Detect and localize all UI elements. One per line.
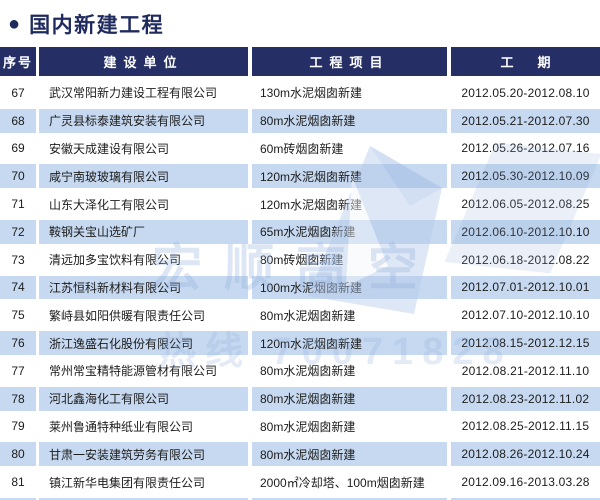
project-cell: 60m砖烟囱新建 [260, 141, 344, 156]
period-cell: 2012.08.21-2012.11.10 [461, 363, 590, 378]
row-number-cell: 74 [0, 273, 36, 302]
row-number-cell: 68 [0, 106, 36, 135]
project-cell: 80m水泥烟囱新建 [260, 364, 356, 379]
company-cell: 鞍钢关宝山选矿厂 [39, 217, 248, 246]
table-row: 73 清远加多宝饮料有限公司 80m砖烟囱新建 2012.06.18-2012.08.… [0, 246, 600, 274]
company-cell: 武汉常阳新力建设工程有限公司 [49, 86, 218, 101]
company-cell: 常州常宝精特能源管材有限公司 [49, 364, 218, 379]
table-row: 81 镇江新华电集团有限责任公司 2000㎡冷却塔、100m烟囱新建 2012.09.… [0, 468, 600, 496]
table-row: 78 河北鑫海化工有限公司 80m水泥烟囱新建 2012.08.23-2012.11.… [0, 384, 600, 413]
project-cell: 80m水泥烟囱新建 [252, 384, 447, 413]
section-title-row: ● 国内新建工程 [0, 0, 600, 46]
project-cell: 120m水泥烟囱新建 [260, 197, 363, 212]
company-cell: 甘肃一安装建筑劳务有限公司 [39, 440, 248, 469]
row-number-cell: 69 [11, 141, 25, 156]
table-row: 75 繁峙县如阳供暖有限责任公司 80m水泥烟囱新建 2012.07.10-2012.… [0, 301, 600, 329]
next-row-partial [0, 495, 600, 500]
company-cell: 清远加多宝饮料有限公司 [49, 253, 182, 268]
project-cell: 100m水泥烟囱新建 [252, 273, 447, 302]
period-cell: 2012.07.10-2012.10.10 [461, 308, 590, 323]
project-cell: 130m水泥烟囱新建 [260, 86, 363, 101]
table-row: 79 莱州鲁通特种纸业有限公司 80m水泥烟囱新建 2012.08.25-2012.1… [0, 413, 600, 441]
period-cell: 2012.06.10-2012.10.10 [451, 217, 600, 246]
table-row: 77 常州常宝精特能源管材有限公司 80m水泥烟囱新建 2012.08.21-2012… [0, 357, 600, 385]
row-number-cell: 71 [11, 197, 25, 212]
company-cell: 繁峙县如阳供暖有限责任公司 [49, 308, 206, 323]
table-row: 70 咸宁南玻玻璃有限公司 120m水泥烟囱新建 2012.05.30-2012.10… [0, 162, 600, 191]
period-cell: 2012.08.15-2012.12.15 [451, 329, 600, 357]
table-row: 80 甘肃一安装建筑劳务有限公司 80m水泥烟囱新建 2012.08.26-2012.… [0, 440, 600, 469]
column-header-project: 工程项目 [252, 47, 447, 76]
table-row: 76 浙江逸盛石化股份有限公司 120m水泥烟囱新建 2012.08.15-2012.… [0, 329, 600, 357]
company-cell: 江苏恒科新材料有限公司 [39, 273, 248, 302]
period-cell: 2012.05.26-2012.07.16 [461, 141, 590, 156]
company-cell: 咸宁南玻玻璃有限公司 [39, 162, 248, 191]
row-number-cell: 76 [0, 329, 36, 357]
project-cell: 80m水泥烟囱新建 [252, 440, 447, 469]
period-cell: 2012.09.16-2013.03.28 [461, 475, 590, 490]
bullet-icon: ● [8, 13, 21, 35]
company-cell: 镇江新华电集团有限责任公司 [49, 475, 206, 490]
table-row: 74 江苏恒科新材料有限公司 100m水泥烟囱新建 2012.07.01-2012.1… [0, 273, 600, 302]
period-cell: 2012.07.01-2012.10.01 [451, 273, 600, 302]
project-cell: 80m水泥烟囱新建 [252, 106, 447, 135]
company-cell: 河北鑫海化工有限公司 [39, 384, 248, 413]
table-row: 67 武汉常阳新力建设工程有限公司 130m水泥烟囱新建 2012.05.20-201… [0, 79, 600, 107]
row-number-cell: 81 [11, 475, 25, 490]
project-cell: 80m水泥烟囱新建 [260, 419, 356, 434]
row-number-cell: 75 [11, 308, 25, 323]
period-cell: 2012.06.05-2012.08.25 [461, 197, 590, 212]
row-number-cell: 67 [11, 85, 25, 100]
project-cell: 80m水泥烟囱新建 [260, 308, 356, 323]
row-number-cell: 77 [11, 363, 25, 378]
page-title: 国内新建工程 [29, 14, 165, 37]
company-cell: 浙江逸盛石化股份有限公司 [39, 329, 248, 357]
project-cell: 120m水泥烟囱新建 [252, 162, 447, 191]
period-cell: 2012.08.26-2012.10.24 [451, 440, 600, 469]
period-cell: 2012.08.23-2012.11.02 [451, 384, 600, 413]
project-cell: 80m砖烟囱新建 [260, 253, 344, 268]
row-number-cell: 79 [11, 419, 25, 434]
company-cell: 安徽天成建设有限公司 [49, 141, 170, 156]
period-cell: 2012.05.20-2012.08.10 [461, 85, 590, 100]
period-cell: 2012.05.30-2012.10.09 [451, 162, 600, 191]
table-header: 序号 建设单位 工程项目 工期 [0, 47, 600, 76]
column-header-period: 工期 [451, 47, 600, 76]
row-number-cell: 73 [11, 252, 25, 267]
period-cell: 2012.05.21-2012.07.30 [451, 106, 600, 135]
table-row: 69 安徽天成建设有限公司 60m砖烟囱新建 2012.05.26-2012.07.1… [0, 135, 600, 163]
period-cell: 2012.06.18-2012.08.22 [461, 252, 590, 267]
row-number-cell: 70 [0, 162, 36, 191]
project-cell: 65m水泥烟囱新建 [252, 217, 447, 246]
project-cell: 2000㎡冷却塔、100m烟囱新建 [260, 475, 425, 490]
row-number-cell: 72 [0, 217, 36, 246]
table-row: 71 山东大泽化工有限公司 120m水泥烟囱新建 2012.06.05-2012.08… [0, 190, 600, 218]
period-cell: 2012.08.25-2012.11.15 [461, 419, 590, 434]
table-body: 67 武汉常阳新力建设工程有限公司 130m水泥烟囱新建 2012.05.20-201… [0, 79, 600, 496]
column-header-no: 序号 [0, 47, 36, 76]
company-cell: 莱州鲁通特种纸业有限公司 [49, 419, 194, 434]
table-row: 68 广灵县标泰建筑安装有限公司 80m水泥烟囱新建 2012.05.21-2012.… [0, 106, 600, 135]
company-cell: 山东大泽化工有限公司 [49, 197, 170, 212]
column-header-company: 建设单位 [39, 47, 248, 76]
table-row: 72 鞍钢关宝山选矿厂 65m水泥烟囱新建 2012.06.10-2012.10.10 [0, 217, 600, 246]
row-number-cell: 78 [0, 384, 36, 413]
company-cell: 广灵县标泰建筑安装有限公司 [39, 106, 248, 135]
project-cell: 120m水泥烟囱新建 [252, 329, 447, 357]
row-number-cell: 80 [0, 440, 36, 469]
